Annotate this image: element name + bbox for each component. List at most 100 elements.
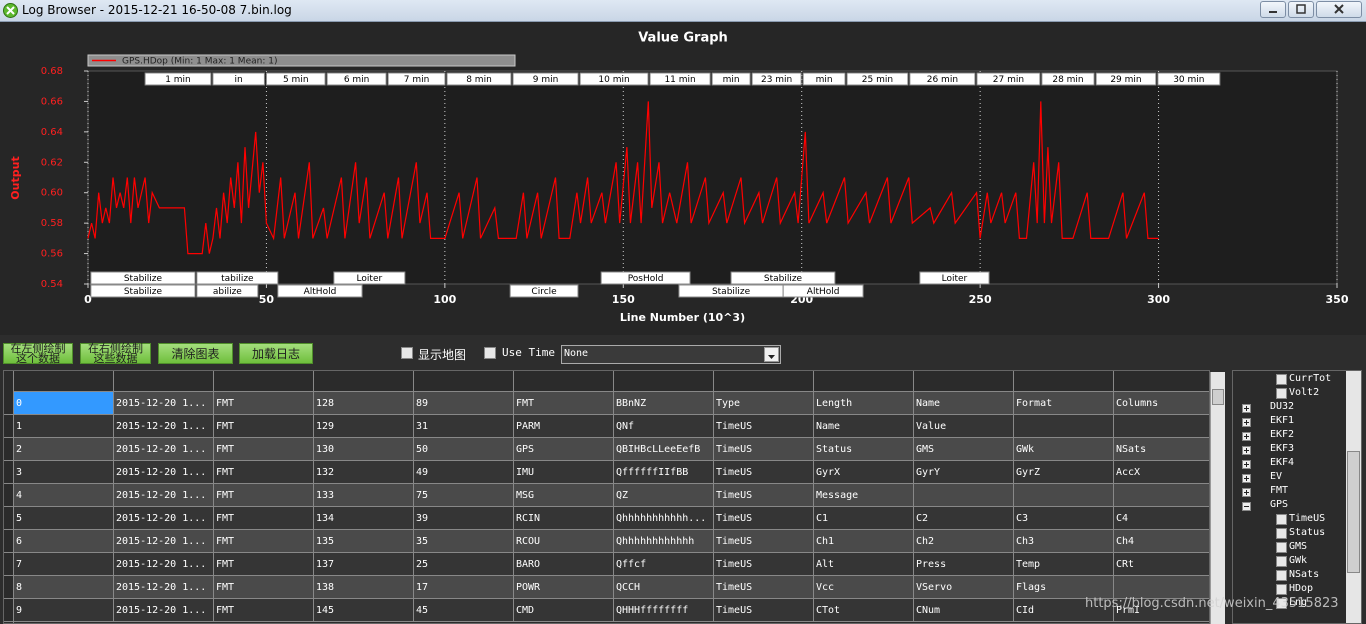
table-cell[interactable]: 75 [414,484,514,507]
table-cell[interactable]: FMT [214,576,314,599]
table-cell[interactable]: TimeUS [714,415,814,438]
tree-node[interactable]: EV [1270,471,1283,482]
table-cell[interactable]: QNf [614,415,714,438]
tree-leaf[interactable]: NSats [1289,569,1320,580]
tree-node[interactable]: EKF3 [1270,443,1295,454]
table-cell[interactable]: Name [814,415,914,438]
tree-expander[interactable] [1242,446,1251,455]
table-cell[interactable]: 2015-12-20 1... [114,576,214,599]
table-cell[interactable]: 2015-12-20 1... [114,392,214,415]
table-cell[interactable]: 8 [14,576,114,599]
tree-node[interactable]: EKF4 [1270,457,1295,468]
tree-checkbox[interactable] [1276,374,1287,385]
table-cell[interactable]: 25 [414,553,514,576]
table-cell[interactable]: GyrX [814,461,914,484]
table-cell[interactable]: QCCH [614,576,714,599]
table-cell[interactable]: 138 [314,576,414,599]
table-cell[interactable]: 1 [14,415,114,438]
table-cell[interactable]: QZ [614,484,714,507]
table-cell[interactable]: TimeUS [714,507,814,530]
tree-expander[interactable] [1242,474,1251,483]
table-cell[interactable]: TimeUS [714,438,814,461]
table-cell[interactable]: Length [814,392,914,415]
tree-node[interactable]: EKF2 [1270,429,1295,440]
table-cell[interactable]: PrmI [1114,599,1209,622]
tree-expander[interactable] [1242,460,1251,469]
tree-expander[interactable] [1242,418,1251,427]
table-cell[interactable]: FMT [214,553,314,576]
table-cell[interactable]: IMU [514,461,614,484]
tree-leaf[interactable]: HDop [1289,583,1314,594]
table-cell[interactable]: 45 [414,599,514,622]
table-cell[interactable]: TimeUS [714,553,814,576]
table-cell[interactable]: 137 [314,553,414,576]
table-cell[interactable]: Alt [814,553,914,576]
table-cell[interactable]: 135 [314,530,414,553]
table-cell[interactable]: Message [814,484,914,507]
toolbar-button[interactable]: 清除图表 [158,343,233,364]
table-cell[interactable]: Qhhhhhhhhhhh... [614,507,714,530]
table-cell[interactable]: Value [914,415,1014,438]
table-cell[interactable]: 17 [414,576,514,599]
table-cell[interactable]: RCIN [514,507,614,530]
table-cell[interactable]: FMT [214,530,314,553]
table-cell[interactable]: C4 [1114,507,1209,530]
table-cell[interactable]: CRt [1114,553,1209,576]
toolbar-button[interactable]: 在左侧绘制 这个数据 [3,343,73,364]
table-cell[interactable]: 4 [14,484,114,507]
table-cell[interactable]: VServo [914,576,1014,599]
table-cell[interactable]: GPS [514,438,614,461]
tree-checkbox[interactable] [1276,556,1287,567]
table-cell[interactable]: MSG [514,484,614,507]
checkbox[interactable] [401,347,413,359]
table-cell[interactable]: BBnNZ [614,392,714,415]
table-cell[interactable] [914,484,1014,507]
table-cell[interactable]: BARO [514,553,614,576]
tree-leaf[interactable]: Lng [1289,597,1308,608]
table-cell[interactable]: QBIHBcLLeeEefB [614,438,714,461]
table-cell[interactable]: 39 [414,507,514,530]
tree-checkbox[interactable] [1276,528,1287,539]
table-cell[interactable]: C3 [1014,507,1114,530]
table-cell[interactable]: 2015-12-20 1... [114,553,214,576]
table-cell[interactable]: 50 [414,438,514,461]
table-cell[interactable]: CMD [514,599,614,622]
table-cell[interactable]: RCOU [514,530,614,553]
table-cell[interactable]: 2015-12-20 1... [114,438,214,461]
close-button[interactable] [1316,1,1362,18]
table-cell[interactable]: Status [814,438,914,461]
tree-node[interactable]: DU32 [1270,401,1295,412]
toolbar-button[interactable]: 在右侧绘制 这些数据 [80,343,151,364]
table-cell[interactable]: 2015-12-20 1... [114,484,214,507]
tree-checkbox[interactable] [1276,388,1287,399]
tree-leaf[interactable]: Status [1289,527,1326,538]
dropdown[interactable]: None [561,345,781,364]
table-cell[interactable]: FMT [514,392,614,415]
table-cell[interactable]: Qffcf [614,553,714,576]
tree-leaf[interactable]: TimeUS [1289,513,1326,524]
table-cell[interactable]: 2015-12-20 1... [114,415,214,438]
table-cell[interactable]: QffffffIIfBB [614,461,714,484]
table-cell[interactable]: FMT [214,392,314,415]
table-cell[interactable]: 145 [314,599,414,622]
table-cell[interactable]: 134 [314,507,414,530]
table-cell[interactable]: 3 [14,461,114,484]
table-cell[interactable]: FMT [214,438,314,461]
table-cell[interactable]: PARM [514,415,614,438]
table-cell[interactable] [1014,484,1114,507]
tree-checkbox[interactable] [1276,570,1287,581]
table-cell[interactable]: Press [914,553,1014,576]
table-cell[interactable]: 0 [14,392,114,415]
table-cell[interactable]: 31 [414,415,514,438]
tree-node[interactable]: EKF1 [1270,415,1295,426]
table-cell[interactable]: Temp [1014,553,1114,576]
table-cell[interactable]: 7 [14,553,114,576]
table-cell[interactable]: 89 [414,392,514,415]
table-cell[interactable]: 133 [314,484,414,507]
table-cell[interactable]: Name [914,392,1014,415]
table-cell[interactable]: GyrZ [1014,461,1114,484]
table-cell[interactable]: Qhhhhhhhhhhhh [614,530,714,553]
tree-node[interactable]: FMT [1270,485,1289,496]
table-cell[interactable] [1114,484,1209,507]
table-cell[interactable]: Flags [1014,576,1114,599]
